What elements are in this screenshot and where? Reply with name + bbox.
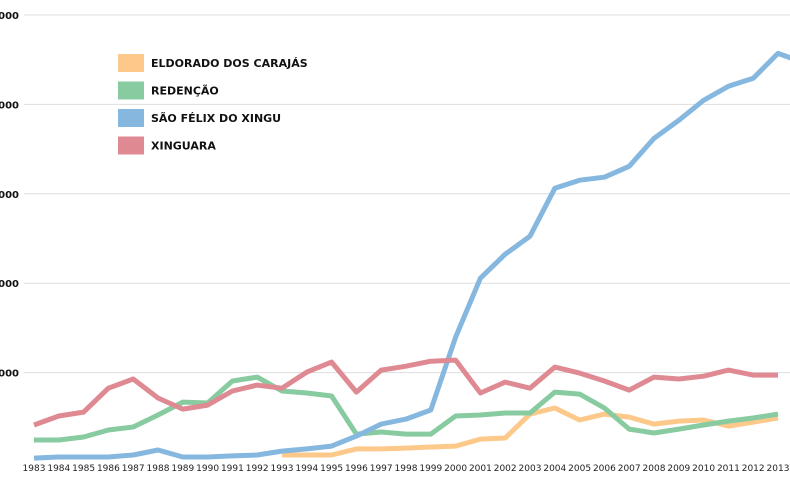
x-tick-label: 2000	[444, 464, 467, 474]
x-tick-label: 2002	[494, 464, 517, 474]
x-tick-label: 1995	[320, 464, 343, 474]
gridlines	[24, 14, 790, 374]
x-tick-label: 2010	[692, 464, 715, 474]
x-tick-label: 2006	[593, 464, 616, 474]
x-tick-label: 1996	[345, 464, 368, 474]
x-tick-label: 1986	[97, 464, 120, 474]
legend-swatch	[118, 136, 144, 155]
legend-swatch	[118, 109, 144, 127]
x-tick-label: 2009	[667, 464, 690, 474]
x-axis: 1983 1984 1985 1986 1987 1988 1989 1990 1991 1992…	[23, 464, 790, 474]
x-tick-label: 1987	[122, 464, 145, 474]
y-tick-label: 2.500.000	[0, 11, 19, 22]
x-tick-label: 2012	[742, 464, 765, 474]
x-tick-label: 1990	[196, 464, 219, 474]
x-tick-label: 1991	[221, 464, 244, 474]
x-tick-label: 1993	[271, 464, 294, 474]
x-tick-label: 1994	[295, 464, 318, 474]
series-lines	[33, 50, 790, 461]
legend-swatch	[118, 81, 144, 100]
x-tick-label: 1985	[72, 464, 95, 474]
series-line-3	[33, 357, 778, 428]
x-tick-label: 1988	[147, 464, 170, 474]
y-tick-label: 1.000.000	[0, 279, 19, 290]
x-tick-label: 1997	[370, 464, 393, 474]
legend-label: REDENÇÃO	[151, 85, 219, 98]
x-tick-label: 1983	[23, 464, 46, 474]
series-line-2	[33, 50, 790, 461]
y-axis: 500.000 1.000.000 1.500.000 2.000.000 2.500.…	[0, 11, 19, 380]
y-tick-label: 1.500.000	[0, 190, 19, 201]
x-tick-label: 2011	[717, 464, 740, 474]
legend-label: XINGUARA	[151, 140, 216, 153]
x-tick-label: 2004	[543, 464, 566, 474]
x-tick-label: 1999	[419, 464, 442, 474]
x-tick-label: 2001	[469, 464, 492, 474]
x-tick-label: 2008	[643, 464, 666, 474]
x-tick-label: 2013	[767, 464, 790, 474]
legend-label: ELDORADO DOS CARAJÁS	[151, 57, 308, 70]
x-tick-label: 2007	[618, 464, 641, 474]
legend-swatch	[118, 54, 144, 72]
x-tick-label: 2005	[568, 464, 591, 474]
y-tick-label: 500.000	[0, 369, 19, 380]
x-tick-label: 1989	[171, 464, 194, 474]
x-tick-label: 1992	[246, 464, 269, 474]
series-line-1	[34, 374, 779, 443]
x-tick-label: 2003	[519, 464, 542, 474]
legend-label: SÃO FÉLIX DO XINGU	[151, 112, 281, 125]
x-tick-label: 1984	[47, 464, 70, 474]
y-tick-label: 2.000.000	[0, 100, 19, 111]
legend: ELDORADO DOS CARAJÁS REDENÇÃO SÃO FÉLIX DO…	[118, 54, 308, 155]
x-tick-label: 1998	[395, 464, 418, 474]
